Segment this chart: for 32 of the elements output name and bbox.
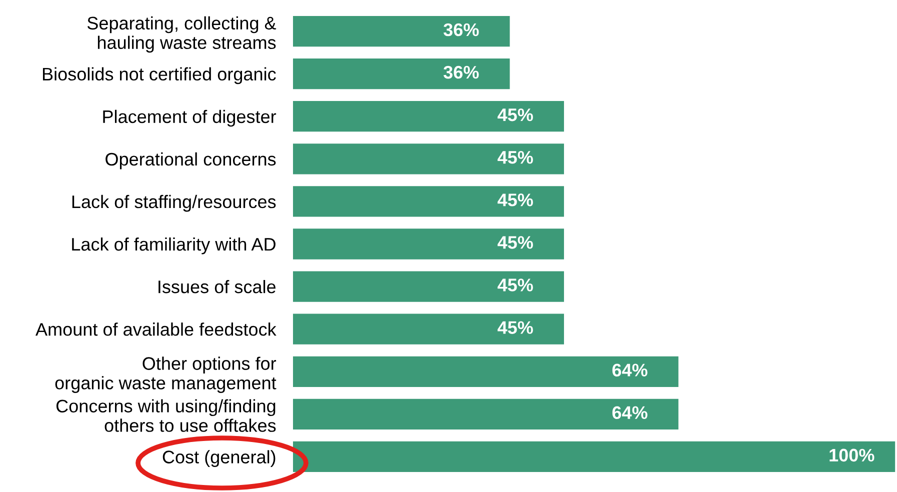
bar — [293, 58, 510, 90]
y-tick-label: Issues of scale — [158, 280, 276, 294]
y-tick-label: Amount of available feedstock — [36, 322, 276, 336]
bar — [293, 356, 678, 387]
data-label: 45% — [498, 321, 533, 334]
bar — [293, 314, 564, 344]
data-label: 100% — [830, 448, 874, 462]
y-tick-label: Concerns with using/finding others to use offtakes — [56, 399, 276, 432]
y-tick-label: Cost (general) — [162, 450, 276, 468]
data-label: 45% — [498, 108, 533, 122]
y-tick-label: Other options for organic waste management — [55, 356, 276, 393]
y-tick-label: Operational concerns — [106, 152, 276, 170]
data-label: 45% — [498, 151, 533, 164]
y-tick-label: Placement of digester — [103, 110, 276, 127]
data-label: 45% — [498, 194, 533, 206]
data-label: 45% — [498, 278, 533, 292]
bar — [293, 101, 564, 132]
bar — [293, 144, 564, 174]
data-label: 45% — [498, 236, 533, 249]
y-tick-label: Lack of staffing/resources — [72, 194, 276, 212]
y-tick-label: Biosolids not certified organic — [42, 67, 276, 84]
y-tick-label: Separating, collecting & hauling waste streams — [87, 16, 276, 53]
y-tick-label: Lack of familiarity with AD — [72, 237, 276, 254]
bar — [293, 271, 564, 302]
bar — [293, 398, 678, 430]
data-label: 64% — [612, 406, 648, 420]
bar — [293, 228, 564, 260]
bar — [293, 16, 510, 47]
bar — [293, 186, 564, 217]
data-label: 64% — [612, 364, 648, 376]
data-label: 36% — [444, 66, 479, 79]
data-label: 36% — [444, 23, 479, 36]
